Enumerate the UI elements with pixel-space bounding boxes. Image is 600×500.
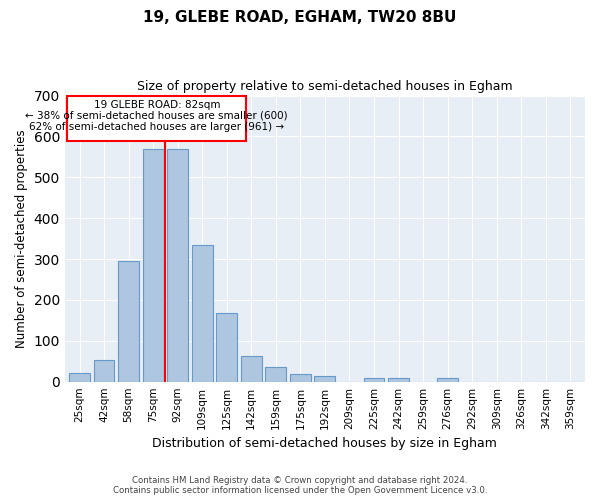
Bar [290,374,311,382]
Bar [364,378,385,382]
Y-axis label: Number of semi-detached properties: Number of semi-detached properties [15,130,28,348]
Bar [241,356,262,382]
Bar [314,376,335,382]
Bar [167,148,188,382]
Text: 62% of semi-detached houses are larger (961) →: 62% of semi-detached houses are larger (… [29,122,284,132]
Bar [437,378,458,382]
Text: 19, GLEBE ROAD, EGHAM, TW20 8BU: 19, GLEBE ROAD, EGHAM, TW20 8BU [143,10,457,25]
Title: Size of property relative to semi-detached houses in Egham: Size of property relative to semi-detach… [137,80,513,93]
Bar [94,360,115,382]
Text: 19 GLEBE ROAD: 82sqm: 19 GLEBE ROAD: 82sqm [94,100,220,110]
Text: Contains HM Land Registry data © Crown copyright and database right 2024.
Contai: Contains HM Land Registry data © Crown c… [113,476,487,495]
Bar [143,148,164,382]
Bar [388,378,409,382]
Bar [69,372,90,382]
FancyBboxPatch shape [67,96,247,140]
Bar [265,368,286,382]
Bar [118,261,139,382]
Text: ← 38% of semi-detached houses are smaller (600): ← 38% of semi-detached houses are smalle… [25,111,288,121]
Bar [217,313,237,382]
Bar [192,244,212,382]
X-axis label: Distribution of semi-detached houses by size in Egham: Distribution of semi-detached houses by … [152,437,497,450]
